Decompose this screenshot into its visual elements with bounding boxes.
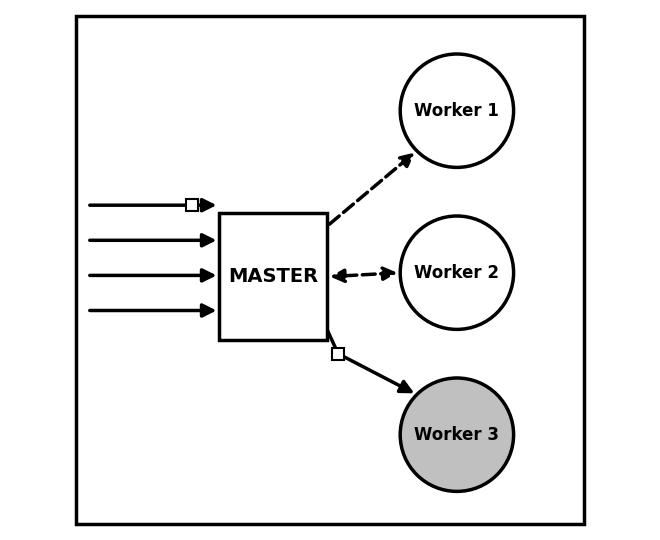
Bar: [186, 199, 198, 211]
Text: Worker 1: Worker 1: [414, 102, 500, 120]
Text: Worker 3: Worker 3: [414, 426, 500, 444]
Circle shape: [400, 216, 513, 329]
Circle shape: [400, 54, 513, 167]
Circle shape: [400, 378, 513, 491]
Bar: [219, 213, 327, 340]
Text: MASTER: MASTER: [228, 267, 318, 286]
Bar: [332, 348, 344, 360]
Text: Worker 2: Worker 2: [414, 264, 500, 282]
